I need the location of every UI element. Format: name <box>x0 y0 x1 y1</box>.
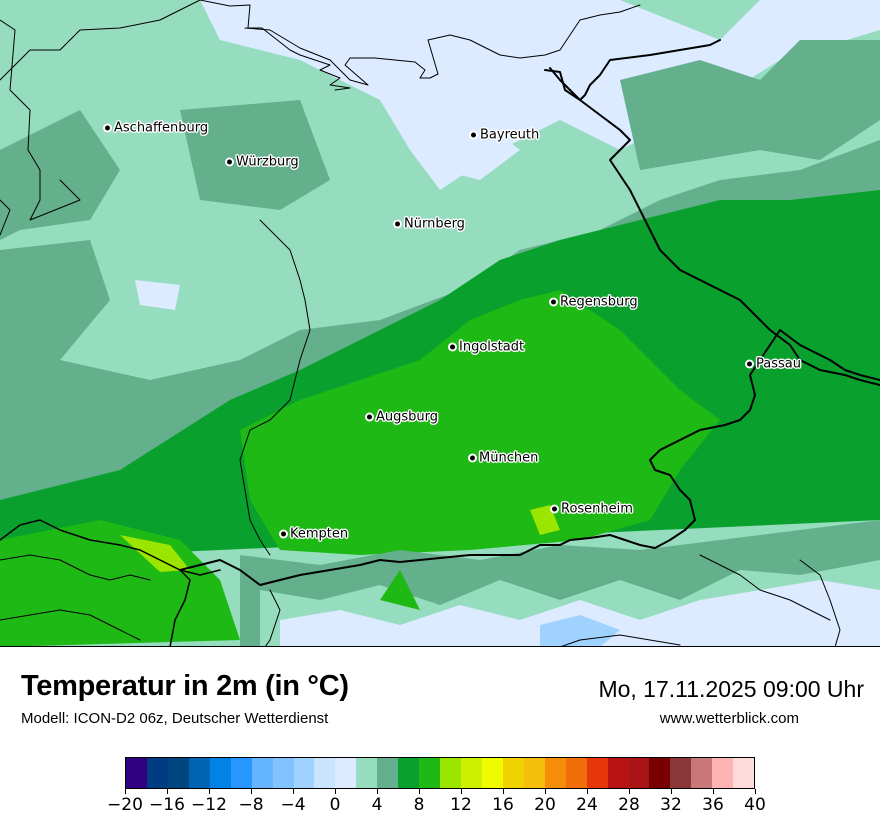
temperature-colorbar <box>125 757 755 789</box>
colorbar-segment <box>146 758 168 788</box>
city-passau: Passau <box>747 357 801 372</box>
colorbar-segment <box>733 758 755 788</box>
temperature-field <box>0 0 880 646</box>
city-marker-icon <box>227 159 232 165</box>
colorbar-tick-label: 24 <box>576 795 598 815</box>
forecast-datetime: Mo, 17.11.2025 09:00 Uhr <box>598 676 864 702</box>
colorbar-tick-label: 4 <box>371 795 383 815</box>
colorbar-segment <box>356 758 378 788</box>
colorbar-segment <box>230 758 252 788</box>
colorbar-tick <box>712 789 714 794</box>
colorbar-tick-label: 12 <box>450 795 472 815</box>
colorbar-tick <box>418 789 420 794</box>
city-augsburg: Augsburg <box>367 410 438 425</box>
colorbar-segment <box>293 758 315 788</box>
colorbar-segment <box>628 758 650 788</box>
colorbar-segment <box>565 758 587 788</box>
colorbar-segment <box>440 758 461 788</box>
colorbar-tick <box>586 789 588 794</box>
colorbar-segment <box>586 758 608 788</box>
city-marker-icon <box>551 299 556 305</box>
colorbar-segment <box>607 758 629 788</box>
colorbar-segment <box>335 758 357 788</box>
colorbar-segment <box>649 758 671 788</box>
colorbar-tick-label: 0 <box>329 795 341 815</box>
city-marker-icon <box>552 506 557 512</box>
colorbar-tick <box>502 789 504 794</box>
colorbar-segment <box>126 758 147 788</box>
city-marker-icon <box>450 344 455 350</box>
website-link: www.wetterblick.com <box>659 710 799 727</box>
city-marker-icon <box>281 531 286 537</box>
colorbar-segment <box>691 758 713 788</box>
colorbar-tick <box>670 789 672 794</box>
colorbar-segment <box>502 758 524 788</box>
city-nuernberg: Nürnberg <box>395 217 465 232</box>
city-marker-icon <box>471 132 476 138</box>
colorbar-tick <box>124 789 126 794</box>
colorbar-segment <box>712 758 734 788</box>
colorbar-segment <box>523 758 545 788</box>
colorbar-tick-label: 16 <box>492 795 514 815</box>
city-muenchen: München <box>470 451 538 466</box>
colorbar-tick-label: 32 <box>660 795 682 815</box>
colorbar-tick <box>334 789 336 794</box>
colorbar-tick <box>628 789 630 794</box>
colorbar-tick-label: −4 <box>280 795 306 815</box>
city-kempten: Kempten <box>281 527 348 542</box>
colorbar-segment <box>272 758 294 788</box>
colorbar-tick <box>460 789 462 794</box>
map-title: Temperatur in 2m (in °C) <box>21 670 349 702</box>
colorbar-tick <box>208 789 210 794</box>
colorbar-segment <box>461 758 482 788</box>
colorbar-ticks: −20 −16 −12 −8 −4 0 4 8 12 16 20 24 28 32 36 40 <box>107 789 766 819</box>
colorbar-tick-label: 8 <box>413 795 425 815</box>
colorbar-tick-label: −8 <box>238 795 264 815</box>
city-regensburg: Regensburg <box>551 295 638 310</box>
city-marker-icon <box>105 125 110 131</box>
colorbar-segment <box>314 758 336 788</box>
city-marker-icon <box>395 221 400 227</box>
colorbar-segment <box>209 758 231 788</box>
colorbar-tick <box>544 789 546 794</box>
colorbar-tick <box>166 789 168 794</box>
city-bayreuth: Bayreuth <box>471 128 539 143</box>
colorbar-segment <box>544 758 566 788</box>
colorbar-segment <box>398 758 420 788</box>
colorbar-tick-label: −20 <box>107 795 143 815</box>
colorbar-tick-label: 40 <box>744 795 766 815</box>
model-source: Modell: ICON-D2 06z, Deutscher Wetterdie… <box>21 710 329 727</box>
colorbar-segment <box>670 758 692 788</box>
colorbar-tick <box>250 789 252 794</box>
colorbar-tick <box>754 789 756 794</box>
temperature-map: Aschaffenburg Würzburg Bayreuth Nürnberg… <box>0 0 880 647</box>
city-marker-icon <box>747 361 752 367</box>
colorbar-tick-label: 28 <box>618 795 640 815</box>
city-marker-icon <box>470 455 475 461</box>
colorbar-tick-label: 36 <box>702 795 724 815</box>
colorbar-tick <box>376 789 378 794</box>
colorbar-segment <box>167 758 189 788</box>
colorbar-tick-label: −16 <box>149 795 185 815</box>
city-wuerzburg: Würzburg <box>227 155 299 170</box>
colorbar-segment <box>188 758 210 788</box>
colorbar-segment <box>419 758 441 788</box>
city-aschaffenburg: Aschaffenburg <box>105 121 208 136</box>
city-rosenheim: Rosenheim <box>552 502 633 517</box>
colorbar-segment <box>251 758 273 788</box>
colorbar-segment <box>481 758 503 788</box>
colorbar-tick-label: −12 <box>191 795 227 815</box>
colorbar-segment <box>377 758 399 788</box>
colorbar-tick-label: 20 <box>534 795 556 815</box>
city-marker-icon <box>367 414 372 420</box>
colorbar-tick <box>292 789 294 794</box>
city-ingolstadt: Ingolstadt <box>450 340 524 355</box>
